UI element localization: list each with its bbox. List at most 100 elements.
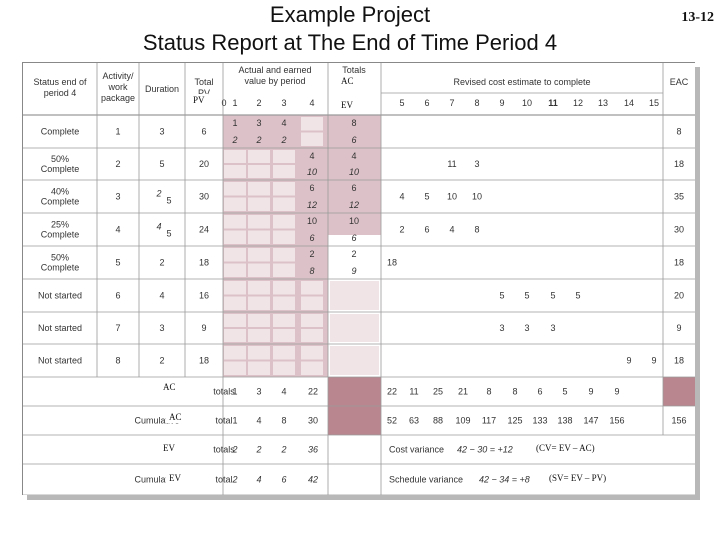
- summary-etc-value: 5: [562, 387, 567, 397]
- row-etc-value: 5: [424, 192, 429, 202]
- header-duration: Duration: [145, 84, 179, 94]
- summary-period-value: 3: [256, 387, 261, 397]
- row-ac-value: 10: [307, 216, 317, 226]
- header-eac: EAC: [670, 77, 689, 87]
- summary-etc-value: 138: [557, 416, 572, 426]
- row-ac-value: 6: [309, 183, 314, 193]
- header-activity: package: [101, 93, 135, 103]
- summary-etc-value: 22: [387, 387, 397, 397]
- row-pv: 9: [201, 323, 206, 333]
- empty-ac-cell: [224, 281, 246, 295]
- empty-ev-cell: [248, 165, 270, 178]
- row-status: 40%: [51, 187, 69, 197]
- row-eac: 35: [674, 192, 684, 202]
- row-duration: 4: [156, 222, 161, 232]
- row-etc-value: 3: [499, 323, 504, 333]
- row-total-ev: 6: [351, 233, 356, 243]
- schedule-variance-label: Schedule variance: [389, 475, 463, 485]
- row-ev-value: 10: [307, 167, 317, 177]
- empty-ac-cell: [273, 314, 295, 327]
- row-status: 25%: [51, 220, 69, 230]
- row-activity: 6: [115, 291, 120, 301]
- row-etc-value: 4: [399, 192, 404, 202]
- row-etc-value: 3: [524, 323, 529, 333]
- empty-ac-cell: [224, 215, 246, 229]
- row-etc-value: 18: [387, 258, 397, 268]
- summary-etc-value: 9: [614, 387, 619, 397]
- row-status: Not started: [38, 356, 82, 366]
- empty-ev-cell: [248, 230, 270, 244]
- empty-ev-cell: [301, 329, 323, 342]
- row-total-ev: 6: [351, 135, 356, 145]
- header-total-pv: PV: [198, 88, 210, 98]
- empty-ac-cell: [248, 248, 270, 262]
- row-pv: 16: [199, 291, 209, 301]
- empty-total-cell: [330, 346, 379, 375]
- header-activity: work: [107, 82, 128, 92]
- empty-ev-cell: [224, 165, 246, 178]
- empty-ac-cell: [224, 346, 246, 360]
- summary-etc-value: 147: [583, 416, 598, 426]
- summary-label: Cumulative: [134, 475, 179, 485]
- header-status: Status end of: [33, 77, 87, 87]
- summary-label: Cumulative: [134, 416, 179, 426]
- row-eac: 30: [674, 225, 684, 235]
- pv-header-note: PV: [190, 94, 208, 106]
- ac-totals-note: AC: [160, 381, 179, 393]
- row-ev-value: 12: [307, 200, 317, 210]
- schedule-variance-formula: 42 − 34 = +8: [479, 475, 530, 485]
- ac-header-note: AC: [338, 75, 357, 87]
- header-actual-earned: Actual and earned: [238, 65, 311, 75]
- empty-ev-cell: [248, 263, 270, 277]
- row-etc-value: 5: [524, 291, 529, 301]
- row-pv: 20: [199, 159, 209, 169]
- row-duration: 3: [159, 323, 164, 333]
- summary-etc-value: 109: [455, 416, 470, 426]
- empty-ev-cell: [224, 361, 246, 375]
- summary-etc-value: 6: [537, 387, 542, 397]
- empty-ev-cell: [273, 296, 295, 310]
- summary-period-value: 8: [281, 416, 286, 426]
- row-etc-value: 9: [651, 356, 656, 366]
- summary-period-value: 4: [281, 387, 286, 397]
- row-duration: 2: [159, 258, 164, 268]
- summary-period-value: 1: [232, 416, 237, 426]
- row-duration-revised: 5: [166, 196, 171, 206]
- row-ev-value: 6: [309, 233, 314, 243]
- row-total-ac: 8: [351, 118, 356, 128]
- empty-ev-cell: [301, 361, 323, 375]
- summary-etc-value: 156: [609, 416, 624, 426]
- row-ac-value: 1: [232, 118, 237, 128]
- row-etc-value: 3: [550, 323, 555, 333]
- row-ev-value: 8: [309, 266, 314, 276]
- row-pv: 18: [199, 258, 209, 268]
- period-label-5: 5: [399, 98, 404, 108]
- row-pv: 18: [199, 356, 209, 366]
- slide-number: 13-12: [681, 10, 714, 25]
- row-pv: 24: [199, 225, 209, 235]
- summary-period-value: 2: [231, 475, 237, 485]
- ev-cumulative-note: EV: [166, 472, 184, 484]
- row-etc-value: 4: [449, 225, 454, 235]
- row-duration-revised: 5: [166, 229, 171, 239]
- row-total-ac: 4: [351, 151, 356, 161]
- summary-etc-value: 63: [409, 416, 419, 426]
- row-eac: 8: [676, 127, 681, 137]
- row-activity: 7: [115, 323, 120, 333]
- row-ac-value: 3: [256, 118, 261, 128]
- row-eac: 20: [674, 291, 684, 301]
- row-status: Complete: [41, 230, 80, 240]
- period-label-9: 9: [499, 98, 504, 108]
- summary-period-value: 2: [255, 445, 261, 455]
- row-activity: 2: [115, 159, 120, 169]
- empty-ac-cell: [301, 281, 323, 295]
- period-label-14: 14: [624, 98, 634, 108]
- empty-ac-cell: [273, 248, 295, 262]
- row-status: Complete: [41, 164, 80, 174]
- period-label-1: 1: [232, 98, 237, 108]
- row-etc-value: 10: [472, 192, 482, 202]
- row-etc-value: 10: [447, 192, 457, 202]
- status-report-table: Status end of period 4 Activity/work packag…: [22, 62, 695, 495]
- row-etc-value: 11: [447, 159, 456, 169]
- summary-period-value: 6: [281, 475, 286, 485]
